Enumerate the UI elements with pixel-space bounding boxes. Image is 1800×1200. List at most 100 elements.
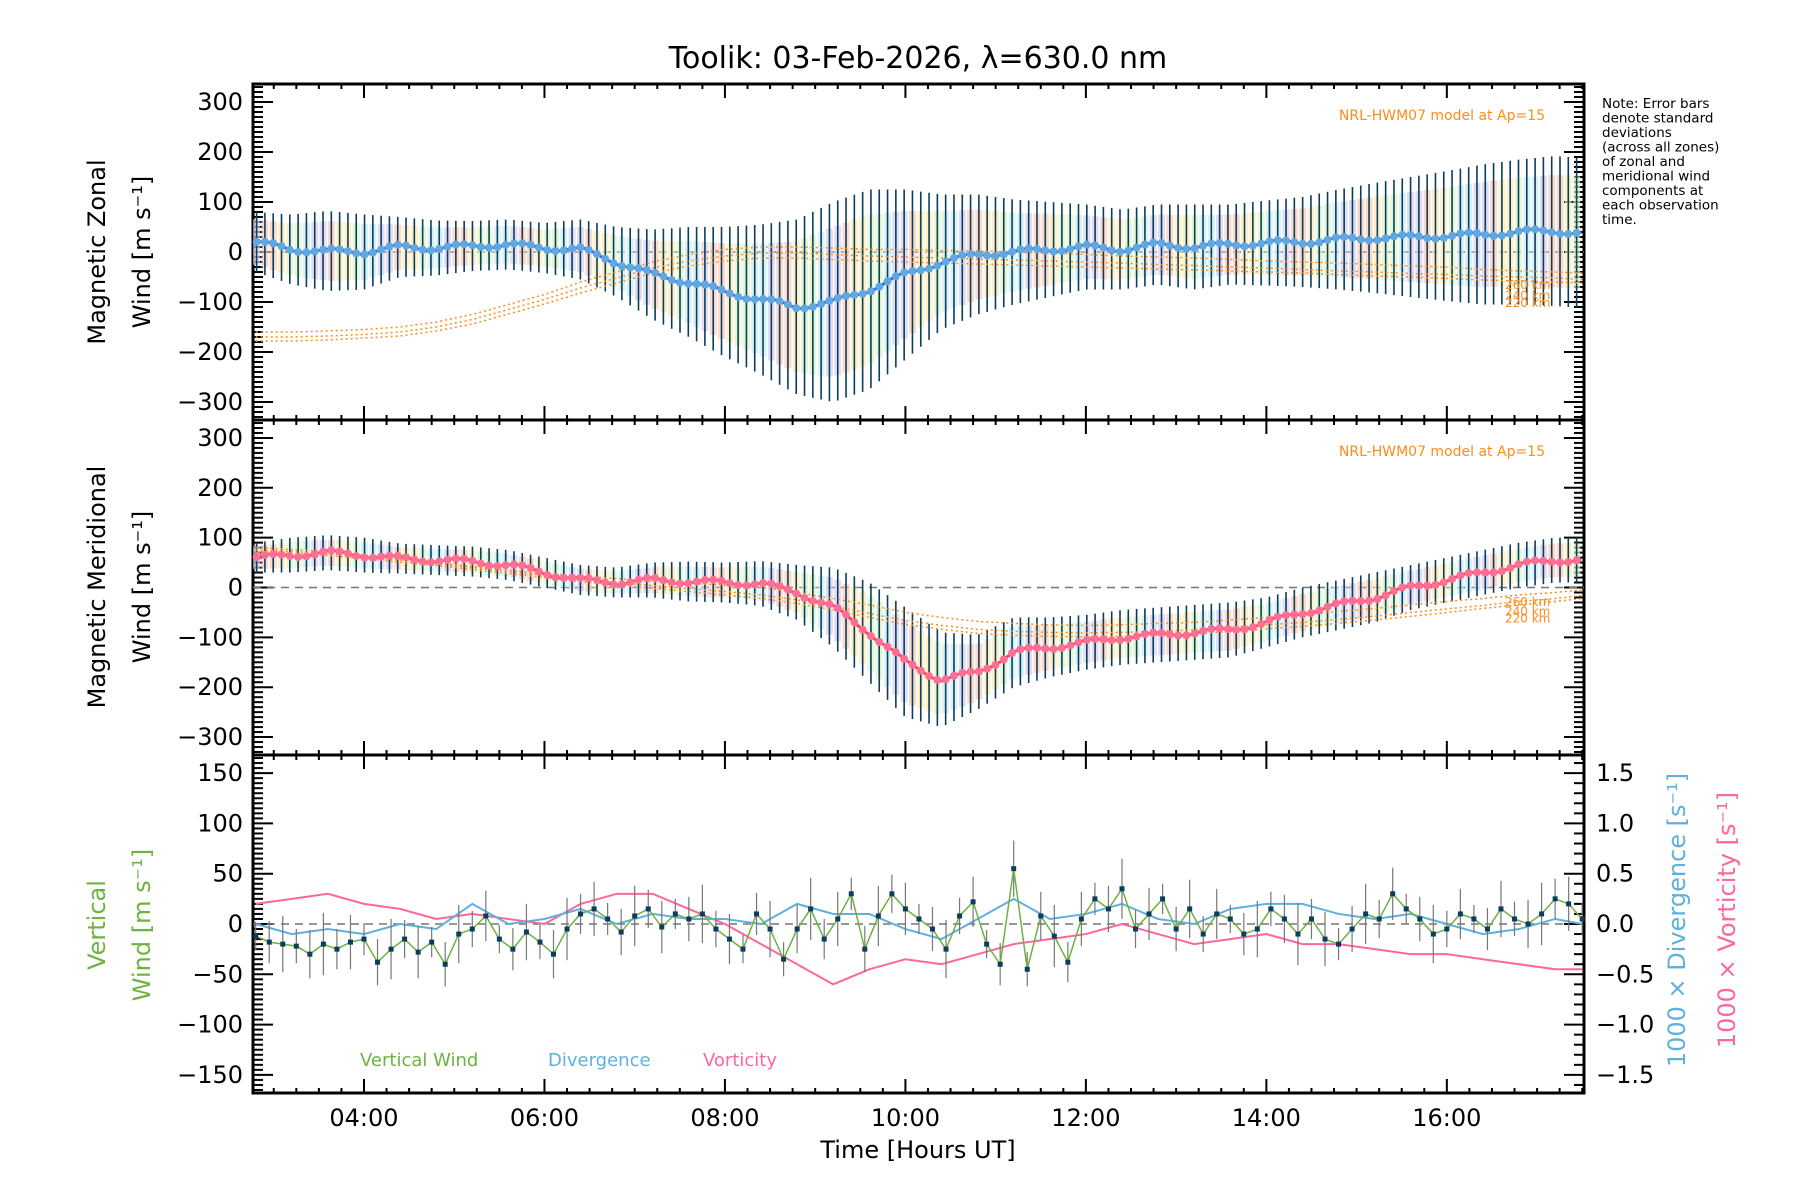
vertical-wind-point: [821, 936, 827, 942]
mean-wind-point: [1555, 558, 1564, 567]
mean-wind-point: [1174, 243, 1183, 252]
vertical-wind-point: [1133, 926, 1139, 932]
mean-wind-point: [659, 576, 668, 585]
mean-wind-point: [352, 552, 361, 561]
mean-wind-point: [1082, 240, 1091, 249]
mean-wind-point: [659, 272, 668, 281]
vertical-wind-point: [1065, 959, 1071, 965]
mean-wind-point: [468, 556, 477, 565]
mean-wind-point: [501, 561, 510, 570]
vertical-wind-point: [916, 916, 922, 922]
mean-wind-point: [426, 246, 435, 255]
vertical-wind-point: [510, 946, 516, 952]
mean-wind-point: [1448, 574, 1457, 583]
vertical-wind-point: [1336, 941, 1342, 947]
mean-wind-point: [1373, 236, 1382, 245]
vertical-wind-point: [1417, 916, 1423, 922]
mean-wind-point: [343, 549, 352, 558]
mean-wind-point: [1074, 242, 1083, 251]
mean-wind-point: [1531, 556, 1540, 565]
y-tick-label: 300: [197, 424, 243, 452]
vertical-wind-point: [1512, 916, 1518, 922]
mean-wind-point: [485, 561, 494, 570]
mean-wind-point: [1472, 568, 1481, 577]
mean-wind-point: [1306, 609, 1315, 618]
vertical-wind-point: [1308, 916, 1314, 922]
y-tick-label: 0: [228, 574, 243, 602]
vertical-wind-point: [713, 926, 719, 932]
vertical-wind-point: [618, 929, 624, 935]
mean-wind-point: [1223, 239, 1232, 248]
mean-wind-point: [1572, 556, 1581, 565]
mean-wind-point: [875, 282, 884, 291]
mean-wind-point: [609, 259, 618, 268]
vertical-wind-point: [1484, 926, 1490, 932]
mean-wind-point: [1207, 239, 1216, 248]
vertical-wind-point: [835, 916, 841, 922]
vorticity-line: [255, 892, 1583, 986]
mean-wind-point: [1099, 243, 1108, 252]
mean-wind-point: [958, 668, 967, 677]
mean-wind-point: [534, 567, 543, 576]
mean-wind-point: [1448, 231, 1457, 240]
y-tick-label: −100: [177, 623, 243, 651]
mean-wind-point: [559, 246, 568, 255]
mean-wind-point: [1157, 239, 1166, 248]
mean-wind-point: [1489, 231, 1498, 240]
mean-wind-point: [1223, 625, 1232, 634]
y-tick-label: −150: [177, 1061, 243, 1089]
mean-wind-point: [501, 240, 510, 249]
mean-wind-point: [634, 264, 643, 273]
mean-wind-point: [1257, 239, 1266, 248]
mean-wind-point: [592, 576, 601, 585]
mean-wind-point: [1290, 238, 1299, 247]
model-label: NRL-HWM07 model at Ap=15: [1339, 108, 1545, 124]
vertical-wind-point: [1241, 931, 1247, 937]
mean-wind-point: [1157, 629, 1166, 638]
vertical-wind-point: [875, 913, 881, 919]
y-tick-label: 300: [197, 88, 243, 116]
vertical-wind-point: [984, 941, 990, 947]
vertical-wind-point: [550, 951, 556, 957]
mean-wind-point: [1464, 228, 1473, 237]
mean-wind-point: [1315, 238, 1324, 247]
chart-title: Toolik: 03-Feb-2026, λ=630.0 nm: [668, 41, 1168, 76]
mean-wind-point: [949, 254, 958, 263]
mean-wind-point: [759, 579, 768, 588]
vertical-wind-point: [564, 926, 570, 932]
vertical-wind-point: [848, 891, 854, 897]
mean-wind-point: [285, 552, 294, 561]
y-tick-label: 150: [197, 759, 243, 787]
mean-wind-point: [1049, 247, 1058, 256]
mean-wind-point: [1555, 229, 1564, 238]
vertical-wind-point: [442, 961, 448, 967]
vertical-wind-point: [266, 939, 272, 945]
mean-wind-point: [767, 295, 776, 304]
note-line: time.: [1602, 212, 1637, 228]
mean-wind-point: [900, 654, 909, 663]
y-tick-label: −100: [177, 288, 243, 316]
mean-wind-point: [576, 243, 585, 252]
mean-wind-point: [866, 287, 875, 296]
vertical-wind-point: [1579, 916, 1585, 922]
mean-wind-point: [1298, 610, 1307, 619]
x-tick-label: 08:00: [690, 1104, 759, 1132]
vertical-wind-point: [1105, 906, 1111, 912]
mean-wind-point: [1124, 246, 1133, 255]
vertical-wind-point: [862, 946, 868, 952]
legend-item: Vertical Wind: [360, 1050, 478, 1071]
mean-wind-point: [294, 552, 303, 561]
mean-wind-point: [651, 268, 660, 277]
vertical-wind-point: [943, 946, 949, 952]
vertical-wind-point: [794, 926, 800, 932]
mean-wind-point: [385, 242, 394, 251]
note-line: components at: [1602, 183, 1703, 199]
vertical-wind-point: [632, 913, 638, 919]
vertical-wind-point: [1024, 966, 1030, 972]
vertical-wind-point: [1539, 911, 1545, 917]
zonal-panel: 300 200 100 0 −100 −200 −300 NRL-HWM07 model at…: [177, 82, 1586, 422]
y-tick-label: −100: [177, 1011, 243, 1039]
vertical-wind-point: [1227, 916, 1233, 922]
mean-wind-point: [676, 278, 685, 287]
